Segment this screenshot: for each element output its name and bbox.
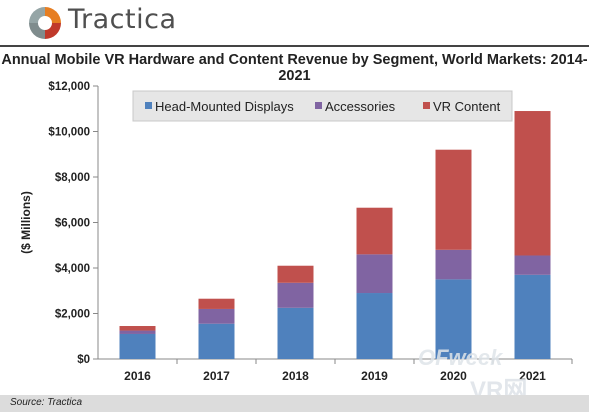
bar-segment-2: [198, 308, 235, 324]
legend-label: Accessories: [325, 99, 396, 114]
y-tick-label: $8,000: [55, 172, 90, 184]
bar-segment-1: [356, 293, 393, 359]
y-tick-label: $2,000: [55, 309, 90, 321]
bar-segment-3: [119, 326, 156, 331]
x-tick-label: 2021: [519, 369, 546, 383]
legend-swatch: [315, 102, 322, 109]
header: Tractica: [0, 0, 589, 44]
legend-label: VR Content: [433, 99, 501, 114]
y-axis-label: ($ Millions): [19, 191, 33, 254]
bar-segment-1: [435, 279, 472, 359]
bar-segment-2: [514, 255, 551, 275]
legend-box: [132, 90, 513, 122]
y-tick-label: $4,000: [55, 263, 90, 275]
y-tick-label: $6,000: [55, 218, 90, 230]
bar-segment-2: [435, 249, 472, 280]
y-tick-label: $0: [77, 354, 90, 366]
legend-swatch: [145, 102, 152, 109]
x-tick-label: 2020: [440, 369, 467, 383]
brand-name: Tractica: [68, 4, 177, 35]
stacked-bar-chart: $0 $2,000 $4,000 $6,000 $8,000 $10,000 $12,000…: [19, 81, 573, 383]
source-bar: Source: Tractica: [0, 395, 589, 412]
source-note: Source: Tractica: [10, 397, 83, 408]
legend-label: Head-Mounted Displays: [155, 99, 294, 114]
bar-segment-3: [277, 265, 314, 283]
bar-segment-3: [514, 111, 551, 256]
bar-segment-2: [119, 330, 156, 334]
bar-segment-3: [198, 298, 235, 309]
y-tick-label: $10,000: [48, 127, 90, 139]
x-tick-label: 2018: [282, 369, 309, 383]
x-tick-label: 2016: [124, 369, 151, 383]
x-tick-label: 2019: [361, 369, 388, 383]
tractica-logo-icon: [29, 7, 61, 39]
bar-segment-3: [435, 149, 472, 250]
bar-segment-2: [277, 282, 314, 308]
legend-swatch: [423, 102, 430, 109]
bar-segment-1: [514, 274, 551, 359]
bar-segment-1: [119, 333, 156, 359]
bar-segment-2: [356, 254, 393, 294]
chart-title: Annual Mobile VR Hardware and Content Re…: [1, 52, 588, 84]
y-tick-label: $12,000: [48, 81, 90, 93]
bar-segment-1: [277, 307, 314, 359]
watermark-text: OFweek: [418, 345, 503, 370]
header-divider: [0, 45, 589, 47]
x-tick-label: 2017: [203, 369, 230, 383]
bar-segment-3: [356, 207, 393, 255]
bar-segment-1: [198, 323, 235, 359]
